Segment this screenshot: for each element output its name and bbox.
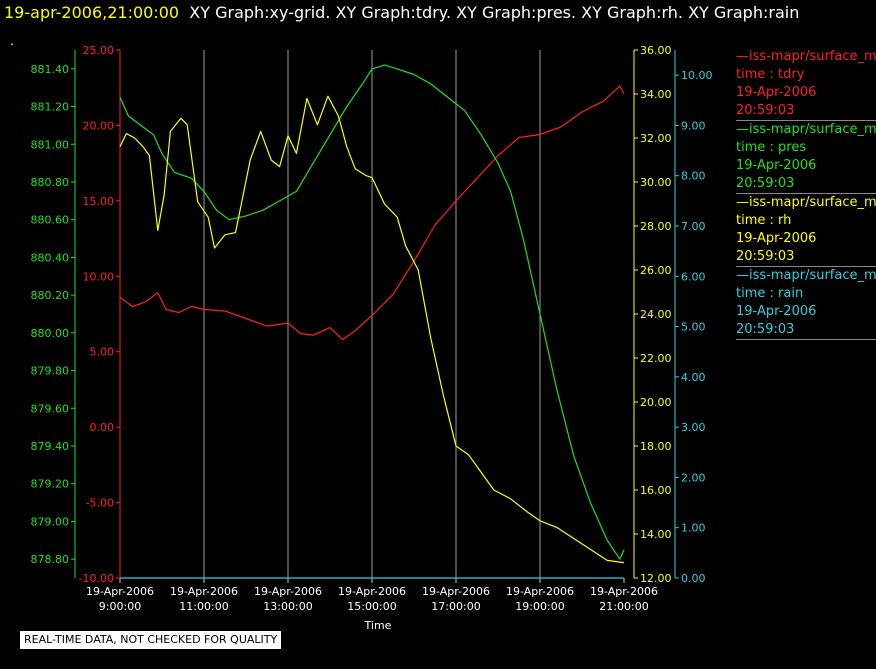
pres-tick-label: 881.20 bbox=[31, 101, 70, 114]
legend-var: time : rain bbox=[736, 286, 804, 301]
x-tick-label: 9:00:00 bbox=[99, 600, 141, 613]
rh-tick-label: 28.00 bbox=[640, 220, 672, 233]
rh-tick-label: 20.00 bbox=[640, 396, 672, 409]
x-tick-label: 19-Apr-2006 bbox=[506, 585, 574, 598]
rain-tick-label: 5.00 bbox=[681, 321, 706, 334]
stray-dot: . bbox=[10, 34, 14, 48]
legend-source: —iss-mapr/surface_m bbox=[736, 122, 876, 137]
pres-tick-label: 881.00 bbox=[31, 138, 70, 151]
tdry-tick-label: 20.00 bbox=[83, 119, 115, 132]
series-line-rh bbox=[119, 95, 625, 564]
rh-tick-label: 36.00 bbox=[640, 44, 672, 57]
legend-time: 20:59:03 bbox=[736, 322, 795, 337]
tdry-tick-label: 25.00 bbox=[83, 44, 115, 57]
pres-tick-label: 879.00 bbox=[31, 515, 70, 528]
tdry-tick-label: 0.00 bbox=[90, 421, 115, 434]
pres-tick-label: 880.20 bbox=[31, 289, 70, 302]
legend-var: time : tdry bbox=[736, 67, 805, 82]
x-tick-label: 19-Apr-2006 bbox=[86, 585, 154, 598]
rh-tick-label: 18.00 bbox=[640, 440, 672, 453]
tdry-tick-label: 15.00 bbox=[83, 195, 115, 208]
tdry-tick-label: 10.00 bbox=[83, 270, 115, 283]
series-line-pres bbox=[119, 64, 625, 560]
tdry-tick-label: -5.00 bbox=[86, 497, 114, 510]
rh-tick-label: 34.00 bbox=[640, 88, 672, 101]
pres-tick-label: 881.40 bbox=[31, 63, 70, 76]
pres-tick-label: 879.60 bbox=[31, 402, 70, 415]
x-tick-label: 19-Apr-2006 bbox=[338, 585, 406, 598]
title-graphs: XY Graph:xy-grid. XY Graph:tdry. XY Grap… bbox=[179, 3, 799, 22]
rain-tick-label: 8.00 bbox=[681, 170, 706, 183]
rh-tick-label: 30.00 bbox=[640, 176, 672, 189]
legend-time: 20:59:03 bbox=[736, 176, 795, 191]
legend-entry-tdry[interactable]: —iss-mapr/surface_m time : tdry 19-Apr-2… bbox=[736, 48, 876, 121]
x-tick-label: 13:00:00 bbox=[263, 600, 312, 613]
title-bar: 19-apr-2006,21:00:00 XY Graph:xy-grid. X… bbox=[0, 0, 876, 26]
x-tick-label: 17:00:00 bbox=[431, 600, 480, 613]
pres-tick-label: 880.00 bbox=[31, 327, 70, 340]
x-tick-label: 19-Apr-2006 bbox=[422, 585, 490, 598]
rh-tick-label: 26.00 bbox=[640, 264, 672, 277]
legend-source: —iss-mapr/surface_m bbox=[736, 49, 876, 64]
legend-source: —iss-mapr/surface_m bbox=[736, 268, 876, 283]
pres-tick-label: 880.80 bbox=[31, 176, 70, 189]
legend: —iss-mapr/surface_m time : tdry 19-Apr-2… bbox=[736, 48, 876, 340]
quality-notice: REAL-TIME DATA, NOT CHECKED FOR QUALITY bbox=[20, 631, 282, 649]
x-tick-label: 19:00:00 bbox=[515, 600, 564, 613]
legend-entry-rh[interactable]: —iss-mapr/surface_m time : rh 19-Apr-200… bbox=[736, 194, 876, 267]
series-line-tdry bbox=[119, 85, 625, 341]
legend-entry-pres[interactable]: —iss-mapr/surface_m time : pres 19-Apr-2… bbox=[736, 121, 876, 194]
rh-tick-label: 24.00 bbox=[640, 308, 672, 321]
pres-tick-label: 879.40 bbox=[31, 440, 70, 453]
legend-var: time : pres bbox=[736, 140, 807, 155]
legend-var: time : rh bbox=[736, 213, 792, 228]
legend-date: 19-Apr-2006 bbox=[736, 304, 817, 319]
x-tick-label: 15:00:00 bbox=[347, 600, 396, 613]
legend-date: 19-Apr-2006 bbox=[736, 85, 817, 100]
rh-tick-label: 14.00 bbox=[640, 528, 672, 541]
title-graphs-text: XY Graph:xy-grid. XY Graph:tdry. XY Grap… bbox=[189, 3, 800, 22]
x-tick-label: 21:00:00 bbox=[599, 600, 648, 613]
rain-tick-label: 4.00 bbox=[681, 371, 706, 384]
rh-tick-label: 12.00 bbox=[640, 572, 672, 585]
legend-source: —iss-mapr/surface_m bbox=[736, 195, 876, 210]
rain-tick-label: 1.00 bbox=[681, 522, 706, 535]
x-tick-label: 19-Apr-2006 bbox=[170, 585, 238, 598]
legend-time: 20:59:03 bbox=[736, 103, 795, 118]
tdry-tick-label: -10.00 bbox=[79, 572, 114, 585]
rain-tick-label: 10.00 bbox=[681, 69, 713, 82]
rain-tick-label: 0.00 bbox=[681, 572, 706, 585]
rain-tick-label: 6.00 bbox=[681, 270, 706, 283]
rh-tick-label: 32.00 bbox=[640, 132, 672, 145]
tdry-tick-label: 5.00 bbox=[90, 346, 115, 359]
x-tick-label: 11:00:00 bbox=[179, 600, 228, 613]
legend-date: 19-Apr-2006 bbox=[736, 231, 817, 246]
rain-tick-label: 9.00 bbox=[681, 119, 706, 132]
rain-tick-label: 7.00 bbox=[681, 220, 706, 233]
legend-entry-rain[interactable]: —iss-mapr/surface_m time : rain 19-Apr-2… bbox=[736, 267, 876, 340]
rh-tick-label: 16.00 bbox=[640, 484, 672, 497]
legend-time: 20:59:03 bbox=[736, 249, 795, 264]
pres-tick-label: 879.80 bbox=[31, 365, 70, 378]
title-date: 19-apr-2006,21:00:00 bbox=[4, 3, 180, 22]
pres-tick-label: 880.60 bbox=[31, 214, 70, 227]
pres-tick-label: 880.40 bbox=[31, 251, 70, 264]
x-axis-label: Time bbox=[364, 619, 392, 632]
x-tick-label: 19-Apr-2006 bbox=[590, 585, 658, 598]
rh-tick-label: 22.00 bbox=[640, 352, 672, 365]
rain-tick-label: 2.00 bbox=[681, 471, 706, 484]
x-tick-label: 19-Apr-2006 bbox=[254, 585, 322, 598]
rain-tick-label: 3.00 bbox=[681, 421, 706, 434]
legend-date: 19-Apr-2006 bbox=[736, 158, 817, 173]
pres-tick-label: 879.20 bbox=[31, 478, 70, 491]
pres-tick-label: 878.80 bbox=[31, 553, 70, 566]
